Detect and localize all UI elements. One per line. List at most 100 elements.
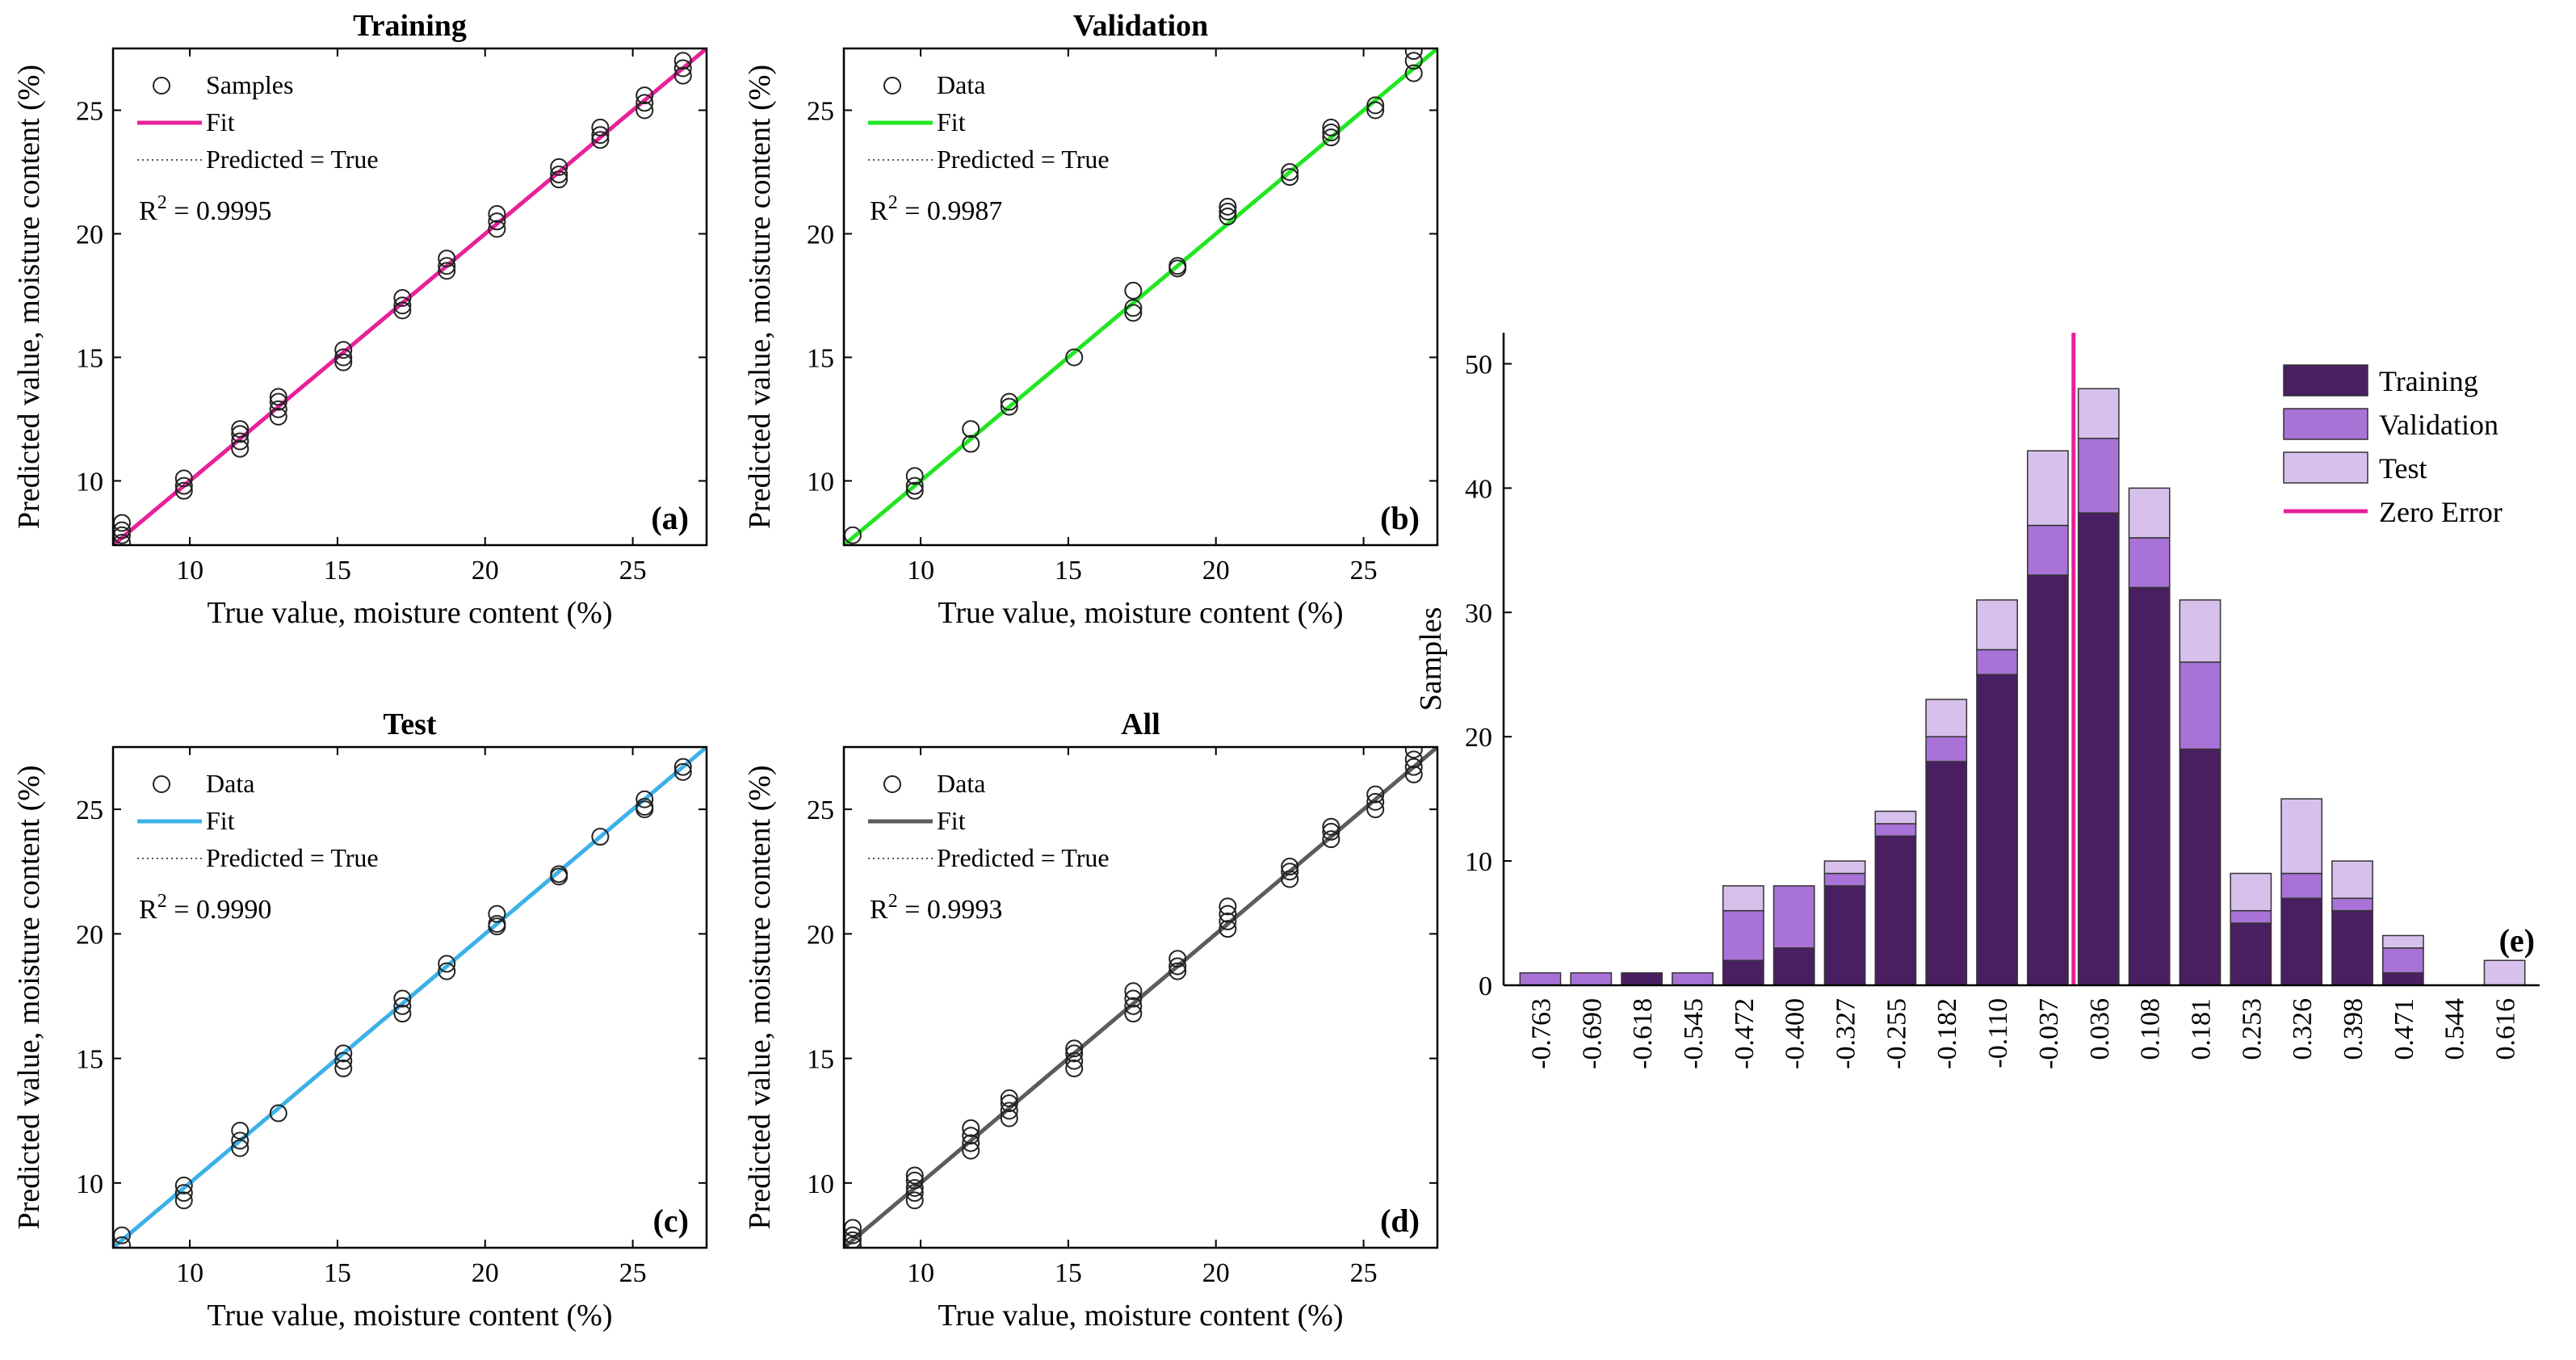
bar-test (1925, 699, 1968, 737)
y-axis-label: Predicted value, moisture content (%) (12, 765, 46, 1229)
x-tick-label: 20 (1202, 1258, 1230, 1288)
data-point (1000, 1089, 1018, 1107)
panel-title: Validation (1073, 9, 1209, 43)
x-tick-label: 10 (176, 556, 203, 586)
x-tick-label: 0.253 (2237, 998, 2267, 1060)
data-point (269, 388, 287, 406)
bar-training (2128, 586, 2171, 986)
r2-symbol: R (870, 895, 888, 925)
x-tick-label: -0.255 (1882, 998, 1911, 1069)
data-point (673, 758, 692, 776)
bar-training (1925, 761, 1968, 986)
data-point (438, 262, 456, 280)
data-point (393, 296, 412, 315)
data-point (269, 1104, 287, 1123)
data-point (393, 289, 412, 308)
bar-test (1823, 860, 1866, 875)
legend-label: Predicted = True (937, 145, 1110, 174)
data-point (1366, 96, 1385, 115)
r2-value: = 0.9995 (167, 196, 272, 226)
data-point (591, 131, 610, 149)
data-point (231, 420, 250, 439)
data-point (962, 1141, 980, 1160)
x-tick-label: 25 (1350, 1258, 1378, 1288)
x-tick-label: 15 (324, 556, 351, 586)
bar-training (2280, 897, 2323, 986)
axes-frame (111, 47, 708, 547)
data-point (1124, 304, 1143, 322)
data-point (334, 1044, 353, 1063)
bar-validation (2280, 872, 2323, 900)
data-point (1000, 1094, 1018, 1113)
data-point (488, 212, 506, 231)
data-point (438, 257, 456, 275)
data-point (636, 101, 654, 120)
data-point (1065, 1059, 1084, 1077)
data-point (905, 467, 924, 485)
data-point (1322, 830, 1340, 849)
y-tick-label: 25 (807, 795, 834, 825)
data-point (636, 798, 654, 816)
bar-test (1874, 810, 1917, 825)
data-point (1168, 957, 1187, 976)
data-point (174, 476, 193, 495)
data-point (174, 481, 193, 500)
data-point (488, 205, 506, 223)
data-point (905, 1184, 924, 1203)
data-point (334, 1051, 353, 1070)
y-tick-label: 10 (76, 1169, 103, 1199)
y-tick-label: 15 (76, 343, 103, 373)
legend-swatch-test (2283, 451, 2368, 484)
x-tick-label: 15 (1055, 556, 1082, 586)
y-tick-label: 50 (1465, 350, 1492, 380)
bar-training (2077, 512, 2120, 986)
bar-validation (1773, 885, 1815, 949)
bar-validation (1874, 823, 1917, 837)
data-point (269, 407, 287, 426)
data-point (393, 997, 412, 1015)
y-tick-label: 25 (807, 96, 834, 126)
data-point (269, 400, 287, 418)
legend-label: Predicted = True (206, 145, 379, 174)
data-point (1000, 1102, 1018, 1120)
r2-value: = 0.9990 (167, 895, 272, 925)
bar-validation (1823, 872, 1866, 887)
x-axis-label: True value, moisture content (%) (938, 1299, 1344, 1333)
data-point (334, 341, 353, 359)
bar-validation (1976, 649, 2018, 675)
bar-test (2179, 599, 2221, 663)
histogram-panel-e: -0.763 -0.690 -0.618 -0.545 -0.472 -0.400 -0.3… (1414, 333, 2540, 1069)
data-point (334, 348, 353, 367)
y-tick-label: 25 (76, 96, 103, 126)
data-point (1322, 124, 1340, 142)
y-tick-label: 20 (76, 920, 103, 950)
fit-line (844, 48, 1437, 545)
bar-training (2027, 574, 2069, 986)
bar-training (1823, 885, 1866, 986)
data-point (905, 476, 924, 495)
x-axis-label: True value, moisture content (%) (938, 596, 1344, 630)
data-point (1219, 897, 1237, 916)
data-point (334, 353, 353, 371)
r2-symbol: R (139, 196, 157, 226)
legend-label: Data (937, 70, 985, 99)
legend-label: Fit (937, 107, 966, 136)
r2-superscript: 2 (888, 192, 898, 213)
bar-training (1722, 959, 1764, 986)
data-point (673, 52, 692, 70)
data-point (673, 66, 692, 85)
data-point (1219, 202, 1237, 220)
bar-training (2331, 909, 2373, 986)
data-point (1124, 281, 1143, 300)
x-axis-label: True value, moisture content (%) (208, 1299, 613, 1333)
data-point (1404, 765, 1423, 783)
bar-training (2230, 922, 2272, 986)
x-tick-label: -0.037 (2034, 998, 2064, 1069)
legend-label: Test (2379, 452, 2427, 485)
data-point (1168, 257, 1187, 275)
x-tick-label: 0.616 (2491, 998, 2521, 1060)
data-point (488, 220, 506, 238)
data-point (269, 392, 287, 411)
data-point (231, 432, 250, 451)
